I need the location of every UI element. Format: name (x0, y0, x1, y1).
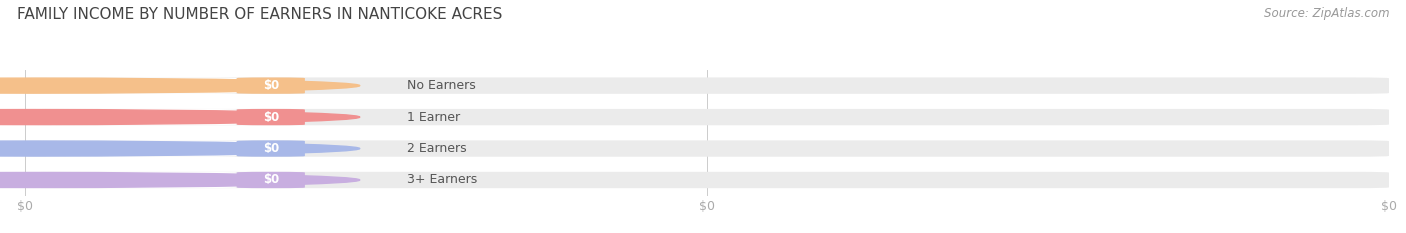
Circle shape (0, 172, 360, 188)
FancyBboxPatch shape (236, 109, 305, 125)
Text: $0: $0 (263, 174, 278, 186)
Text: $0: $0 (263, 111, 278, 123)
Circle shape (0, 141, 360, 156)
FancyBboxPatch shape (25, 172, 1389, 188)
Text: 3+ Earners: 3+ Earners (408, 174, 478, 186)
FancyBboxPatch shape (236, 77, 305, 94)
FancyBboxPatch shape (32, 77, 236, 94)
Text: $0: $0 (263, 79, 278, 92)
Circle shape (0, 78, 360, 93)
FancyBboxPatch shape (236, 172, 305, 188)
FancyBboxPatch shape (25, 140, 1389, 157)
Text: $0: $0 (263, 142, 278, 155)
Text: No Earners: No Earners (408, 79, 475, 92)
FancyBboxPatch shape (236, 140, 305, 157)
FancyBboxPatch shape (25, 77, 1389, 94)
Text: 2 Earners: 2 Earners (408, 142, 467, 155)
Text: 1 Earner: 1 Earner (408, 111, 460, 123)
FancyBboxPatch shape (32, 109, 236, 125)
Circle shape (0, 110, 360, 125)
FancyBboxPatch shape (32, 140, 236, 157)
FancyBboxPatch shape (32, 172, 236, 188)
Text: Source: ZipAtlas.com: Source: ZipAtlas.com (1264, 7, 1389, 20)
Text: FAMILY INCOME BY NUMBER OF EARNERS IN NANTICOKE ACRES: FAMILY INCOME BY NUMBER OF EARNERS IN NA… (17, 7, 502, 22)
FancyBboxPatch shape (25, 109, 1389, 125)
